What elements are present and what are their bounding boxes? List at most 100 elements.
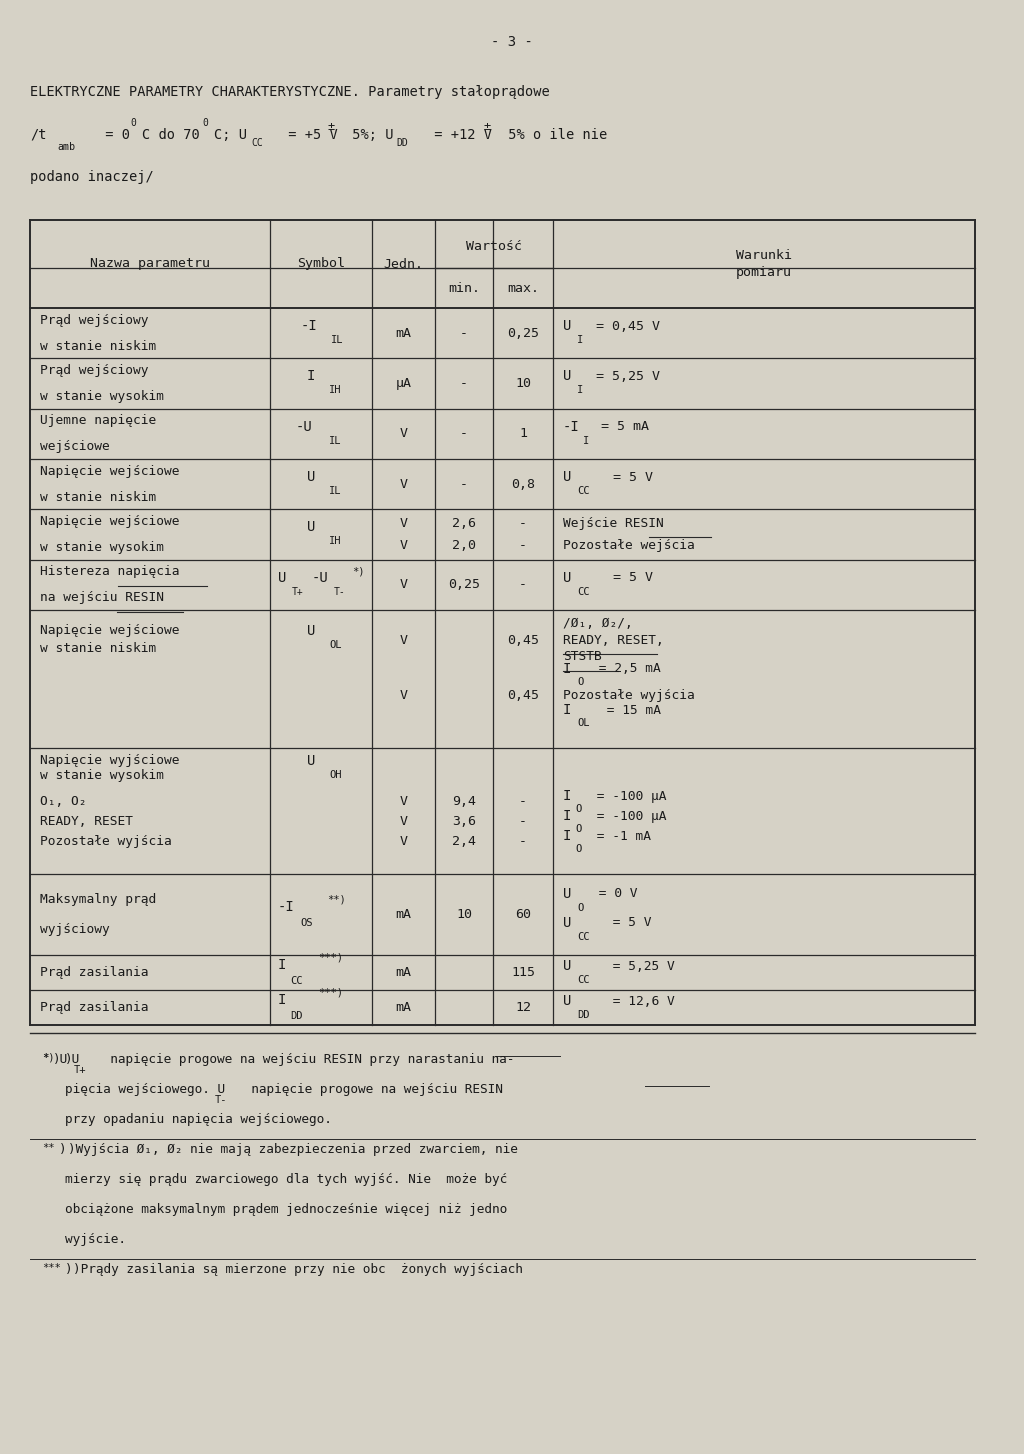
Text: 0,45: 0,45: [507, 634, 539, 647]
Text: IL: IL: [331, 336, 343, 345]
Text: 9,4: 9,4: [452, 794, 476, 807]
Text: Ujemne napięcie: Ujemne napięcie: [40, 414, 157, 427]
Text: 2,0: 2,0: [452, 539, 476, 553]
Text: w stanie wysokim: w stanie wysokim: [40, 390, 164, 403]
Text: = 15 mA: = 15 mA: [599, 704, 662, 717]
Text: wejściowe: wejściowe: [40, 441, 110, 454]
Text: )Prądy zasilania są mierzone przy nie obc  żonych wyjściach: )Prądy zasilania są mierzone przy nie ob…: [73, 1264, 523, 1277]
Text: U: U: [307, 753, 315, 768]
Text: U: U: [563, 995, 571, 1009]
Text: 115: 115: [511, 965, 535, 979]
Text: mierzy się prądu zwarciowego dla tych wyjść. Nie  może być: mierzy się prądu zwarciowego dla tych wy…: [65, 1173, 507, 1186]
Text: U: U: [563, 320, 571, 333]
Text: 0: 0: [202, 118, 208, 128]
Text: *: *: [42, 1053, 48, 1063]
Text: O: O: [575, 824, 582, 835]
Text: -I: -I: [278, 900, 295, 915]
Text: IH: IH: [329, 537, 341, 547]
Text: )U: )U: [53, 1053, 69, 1066]
Text: U: U: [278, 571, 287, 585]
Text: I: I: [563, 704, 571, 717]
Text: 3,6: 3,6: [452, 814, 476, 827]
Text: -: -: [519, 516, 527, 529]
Text: max.: max.: [507, 282, 539, 295]
Text: napięcie progowe na wejściu RESIN przy narastaniu na-: napięcie progowe na wejściu RESIN przy n…: [95, 1053, 514, 1066]
Text: V: V: [399, 427, 408, 441]
Text: V: V: [399, 794, 408, 807]
Text: U: U: [563, 571, 571, 585]
Text: w stanie niskim: w stanie niskim: [40, 643, 157, 656]
Text: = 5 V: = 5 V: [605, 471, 653, 484]
Text: )U: )U: [65, 1053, 80, 1066]
Text: Prąd wejściowy: Prąd wejściowy: [40, 364, 148, 377]
Text: U: U: [307, 470, 315, 484]
Text: ELEKTRYCZNE PARAMETRY CHARAKTERYSTYCZNE. Parametry stałoprądowe: ELEKTRYCZNE PARAMETRY CHARAKTERYSTYCZNE.…: [30, 84, 550, 99]
Text: V: V: [399, 689, 408, 702]
Text: U: U: [563, 916, 571, 929]
Text: I: I: [563, 790, 571, 803]
Text: DD: DD: [290, 1012, 302, 1021]
Text: -: -: [460, 377, 468, 390]
Text: -: -: [519, 835, 527, 848]
Text: Histereza napięcia: Histereza napięcia: [40, 566, 179, 579]
Text: Napięcie wejściowe: Napięcie wejściowe: [40, 624, 179, 637]
Text: *): *): [352, 567, 365, 577]
Text: obciążone maksymalnym prądem jednocześnie więcej niż jedno: obciążone maksymalnym prądem jednocześni…: [65, 1202, 507, 1216]
Text: C; U: C; U: [214, 128, 247, 142]
Text: = -1 mA: = -1 mA: [589, 830, 651, 843]
Text: T+: T+: [292, 587, 304, 596]
Text: mA: mA: [395, 965, 412, 979]
Text: wyjście.: wyjście.: [65, 1233, 126, 1246]
Text: /Ø₁, Ø₂/,: /Ø₁, Ø₂/,: [563, 618, 633, 630]
Text: w stanie wysokim: w stanie wysokim: [40, 541, 164, 554]
Text: T-: T-: [215, 1095, 227, 1105]
Text: I: I: [577, 385, 584, 395]
Text: V: V: [399, 539, 408, 553]
Text: = +12 V: = +12 V: [426, 128, 501, 142]
Text: μA: μA: [395, 377, 412, 390]
Text: I: I: [278, 993, 287, 1008]
Text: CC: CC: [251, 138, 263, 148]
Text: min.: min.: [447, 282, 480, 295]
Text: CC: CC: [577, 486, 590, 496]
Text: 10: 10: [515, 377, 531, 390]
Text: T+: T+: [74, 1064, 86, 1075]
Text: **): **): [327, 894, 346, 904]
Text: Pozostałe wyjścia: Pozostałe wyjścia: [563, 689, 694, 702]
Text: -: -: [519, 539, 527, 553]
Text: -I: -I: [301, 320, 317, 333]
Text: 2,6: 2,6: [452, 516, 476, 529]
Text: Pozostałe wejścia: Pozostałe wejścia: [563, 539, 694, 553]
Text: Napięcie wejściowe: Napięcie wejściowe: [40, 515, 179, 528]
Text: = 5 V: = 5 V: [605, 916, 651, 929]
Text: ±: ±: [483, 121, 490, 132]
Text: - 3 -: - 3 -: [492, 35, 532, 49]
Text: Symbol: Symbol: [297, 257, 345, 270]
Text: Prąd zasilania: Prąd zasilania: [40, 965, 148, 979]
Text: 10: 10: [456, 907, 472, 920]
Text: V: V: [399, 835, 408, 848]
Text: U: U: [563, 470, 571, 484]
Text: U: U: [563, 960, 571, 973]
Text: -U: -U: [312, 571, 329, 585]
Text: CC: CC: [577, 587, 590, 596]
Text: CC: CC: [290, 976, 302, 986]
Text: READY, RESET,: READY, RESET,: [563, 634, 664, 647]
Text: -I: -I: [563, 420, 580, 433]
Text: = 2,5 mA: = 2,5 mA: [591, 662, 660, 675]
Text: I: I: [307, 369, 315, 384]
Text: pięcia wejściowego. U: pięcia wejściowego. U: [65, 1083, 225, 1096]
Text: Wejście RESIN: Wejście RESIN: [563, 516, 664, 529]
Text: ***): ***): [318, 987, 343, 997]
Text: w stanie niskim: w stanie niskim: [40, 340, 157, 353]
Text: Napięcie wejściowe: Napięcie wejściowe: [40, 465, 179, 477]
Text: 0,8: 0,8: [511, 477, 535, 490]
Text: 2,4: 2,4: [452, 835, 476, 848]
Text: Warunki
pomiaru: Warunki pomiaru: [736, 249, 792, 279]
Text: Wartość: Wartość: [466, 240, 522, 253]
Text: I: I: [563, 829, 571, 843]
Text: OH: OH: [329, 769, 341, 779]
Text: -: -: [460, 427, 468, 441]
Text: IL: IL: [329, 436, 341, 446]
Text: Jedn.: Jedn.: [384, 257, 424, 270]
